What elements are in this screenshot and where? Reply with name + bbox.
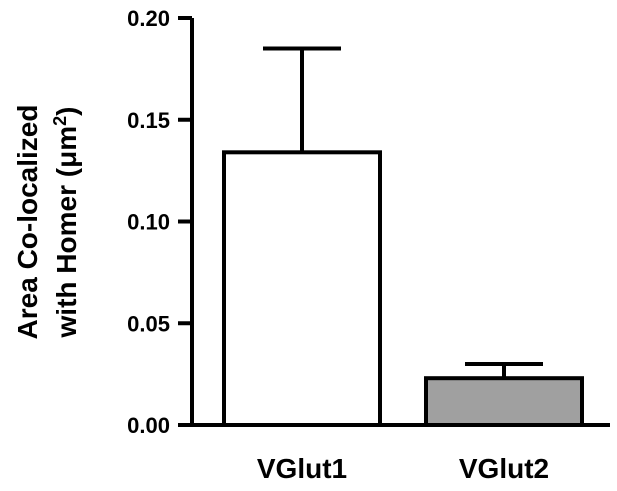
x-category-label: VGlut1 [257, 453, 347, 484]
y-axis-title: Area Co-localized with Homer (μm2) [12, 105, 82, 340]
y-axis-title-unit: μm [51, 126, 82, 168]
y-tick-label: 0.05 [127, 311, 170, 336]
x-category-label: VGlut2 [459, 453, 549, 484]
bar-vglut2 [424, 376, 584, 428]
y-tick-label: 0.15 [127, 108, 170, 133]
y-axis-title-line2: with Homer (μm2) [50, 107, 82, 339]
y-tick-label: 0.00 [127, 413, 170, 438]
bar-vglut1 [222, 150, 382, 427]
plot-area: 0.00 0.05 0.10 0.15 0.20 VGlut1 VGlut2 [127, 6, 610, 484]
y-tick-label: 0.20 [127, 6, 170, 31]
y-axis-title-line2-prefix: with Homer ( [51, 167, 82, 338]
y-tick-label: 0.10 [127, 210, 170, 235]
y-axis-title-line1: Area Co-localized [12, 105, 43, 340]
y-axis-title-line2-suffix: ) [51, 107, 82, 116]
y-axis-title-superscript: 2 [50, 116, 70, 126]
